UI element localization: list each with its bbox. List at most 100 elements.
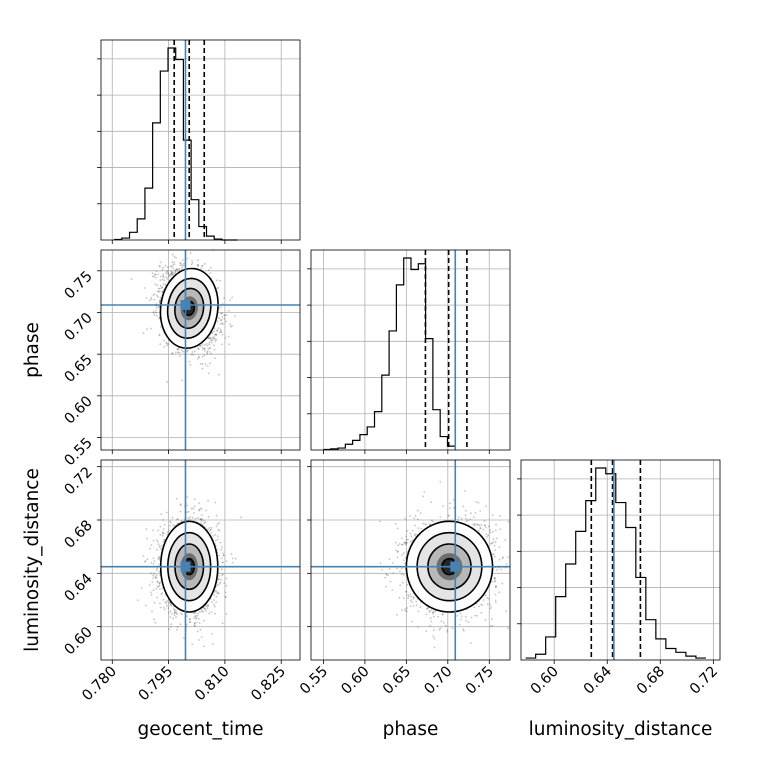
sample-point (462, 628, 465, 631)
sample-point (394, 522, 397, 525)
sample-point (164, 283, 167, 286)
y-tick-label: 0.68 (62, 518, 96, 552)
truth-marker (180, 561, 191, 572)
sample-point (156, 306, 158, 309)
sample-point (222, 323, 225, 325)
sample-point (467, 621, 470, 624)
sample-point (199, 344, 202, 347)
sample-point (161, 268, 164, 271)
sample-point (472, 516, 475, 519)
sample-point (178, 351, 181, 354)
sample-point (166, 600, 169, 603)
sample-point (174, 269, 177, 272)
sample-point (197, 264, 200, 267)
sample-point (193, 617, 196, 619)
sample-point (225, 577, 228, 580)
sample-point (193, 498, 196, 501)
sample-point (381, 569, 384, 571)
sample-point (164, 264, 167, 267)
sample-point (157, 296, 160, 298)
sample-point (173, 261, 176, 263)
sample-point (170, 626, 172, 628)
sample-point (175, 609, 177, 612)
sample-point (194, 517, 197, 520)
sample-point (158, 556, 161, 559)
sample-point (158, 302, 161, 304)
sample-point (166, 271, 168, 273)
sample-point (145, 528, 148, 530)
sample-point (218, 578, 220, 580)
sample-point (217, 578, 220, 581)
sample-point (210, 601, 213, 603)
sample-point (158, 334, 161, 337)
sample-point (211, 332, 214, 335)
sample-point (172, 524, 174, 527)
histogram-geocent-time (97, 39, 301, 244)
sample-point (405, 542, 408, 544)
sample-point (210, 352, 213, 355)
sample-point (231, 561, 234, 564)
sample-point (216, 538, 219, 541)
sample-point (217, 592, 220, 595)
sample-point (216, 523, 219, 526)
sample-point (181, 266, 184, 269)
sample-point (150, 327, 152, 330)
axes-frame (520, 459, 721, 661)
sample-point (432, 611, 434, 614)
sample-point (157, 290, 159, 293)
sample-point (159, 602, 161, 605)
sample-point (158, 305, 161, 308)
sample-point (166, 380, 169, 383)
sample-point (206, 351, 209, 354)
sample-point (154, 273, 157, 276)
sample-point (170, 270, 173, 273)
sample-point (182, 350, 185, 353)
sample-point (187, 510, 190, 513)
sample-point (225, 314, 228, 316)
sample-point (197, 618, 200, 620)
sample-point (168, 275, 170, 278)
sample-point (409, 515, 412, 517)
sample-point (213, 590, 216, 593)
sample-point (414, 524, 417, 527)
sample-point (166, 605, 168, 607)
sample-point (190, 263, 193, 266)
sample-point (218, 331, 221, 334)
sample-point (216, 535, 219, 537)
sample-point (204, 363, 207, 366)
sample-point (218, 522, 220, 524)
sample-point (152, 294, 155, 296)
sample-point (186, 350, 189, 353)
density-geocent-time-vs-phase: 0.550.600.650.700.75 (62, 249, 301, 469)
sample-point (176, 348, 179, 351)
sample-point (171, 261, 174, 264)
sample-point (165, 276, 168, 278)
sample-point (166, 531, 169, 534)
x-tick-label: 0.780 (79, 664, 120, 705)
sample-point (161, 278, 164, 281)
sample-point (220, 578, 223, 581)
sample-point (198, 622, 201, 624)
density-content (136, 496, 242, 648)
sample-point (214, 605, 216, 608)
sample-point (194, 350, 196, 353)
y-tick-label: 0.64 (62, 571, 96, 605)
sample-point (171, 352, 174, 354)
sample-point (168, 529, 170, 532)
sample-point (406, 607, 409, 609)
sample-point (180, 262, 182, 265)
sample-point (439, 627, 442, 630)
sample-point (171, 612, 173, 615)
sample-point (196, 358, 199, 360)
sample-point (159, 581, 162, 584)
sample-point (220, 331, 223, 333)
sample-point (196, 614, 199, 617)
sample-point (221, 573, 224, 576)
sample-point (159, 299, 162, 301)
sample-point (214, 357, 216, 359)
sample-point (177, 268, 180, 271)
sample-point (218, 575, 221, 577)
sample-point (156, 294, 158, 297)
sample-point (213, 336, 215, 338)
sample-point (182, 259, 184, 261)
